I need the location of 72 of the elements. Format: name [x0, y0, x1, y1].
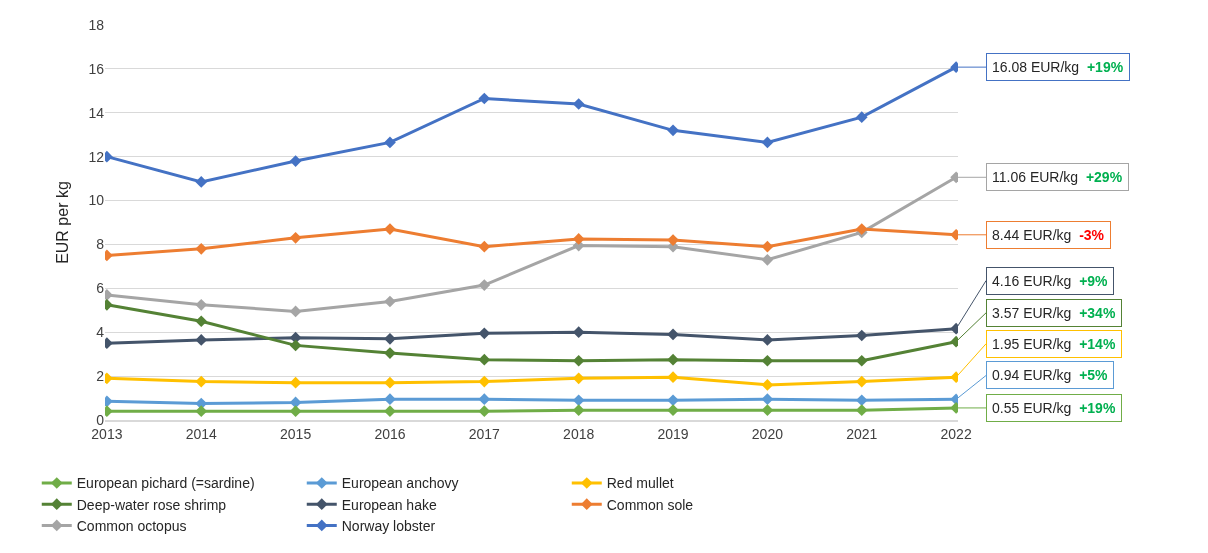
point [478, 92, 491, 105]
point [667, 353, 679, 366]
point [195, 176, 208, 188]
point [761, 253, 774, 266]
point [761, 240, 774, 253]
point [761, 354, 774, 367]
x-tick-label: 2020 [751, 425, 784, 442]
y-tick-label: 18 [88, 16, 105, 33]
point [667, 328, 679, 341]
point [195, 242, 208, 255]
legend-label: Norway lobster [341, 517, 436, 534]
point [289, 376, 302, 389]
point [384, 393, 396, 405]
point [289, 405, 302, 418]
point [478, 240, 491, 253]
point [384, 405, 396, 418]
y-tick-label: 6 [96, 280, 105, 297]
point [478, 353, 491, 366]
legend-label: Red mullet [606, 475, 674, 492]
legend-label: Common sole [606, 496, 694, 513]
legend-label: European pichard (=sardine) [76, 475, 255, 492]
y-tick-label: 0 [96, 411, 105, 428]
point [289, 155, 302, 167]
point [384, 376, 396, 389]
y-tick-label: 12 [88, 148, 105, 165]
y-tick-label: 2 [96, 368, 105, 385]
y-tick-label: 8 [96, 236, 105, 253]
legend-label: Deep-water rose shrimp [76, 496, 227, 513]
point [761, 136, 774, 149]
y-tick-label: 10 [88, 192, 105, 209]
y-tick-label: 4 [96, 324, 105, 341]
point [855, 329, 868, 342]
x-tick-label: 2013 [91, 425, 123, 442]
x-tick-label: 2015 [280, 425, 312, 442]
x-tick-label: 2018 [563, 425, 595, 442]
point [478, 279, 491, 291]
legend-label: European hake [341, 496, 437, 513]
y-axis-title: EUR per kg [54, 181, 72, 264]
point [384, 332, 396, 345]
legend-label: European anchovy [341, 475, 459, 492]
annotation: 0.55 EUR/kg +19% [992, 400, 1116, 416]
x-tick-label: 2017 [468, 425, 501, 442]
annotation: 16.08 EUR/kg +19% [992, 59, 1124, 75]
point [855, 375, 868, 388]
annotation: 4.16 EUR/kg +9% [992, 273, 1109, 289]
annotation: 1.95 EUR/kg +14% [992, 336, 1116, 352]
point [195, 375, 208, 388]
x-tick-label: 2019 [657, 425, 689, 442]
x-tick-label: 2014 [185, 425, 218, 442]
point [289, 339, 302, 352]
legend-label: Common octopus [76, 517, 187, 534]
point [289, 232, 302, 244]
point [667, 124, 679, 137]
x-tick-label: 2022 [940, 425, 972, 442]
point [761, 404, 774, 416]
point [478, 375, 491, 388]
y-tick-label: 16 [88, 60, 105, 77]
point [289, 305, 302, 318]
point [667, 404, 679, 416]
annotation: 11.06 EUR/kg +29% [992, 169, 1123, 185]
annotation: 8.44 EUR/kg -3% [992, 227, 1105, 243]
annotation: 0.94 EUR/kg +5% [992, 367, 1109, 383]
point [855, 223, 868, 235]
x-tick-label: 2016 [374, 425, 406, 442]
point [195, 315, 208, 328]
point [855, 111, 868, 124]
y-tick-label: 14 [88, 104, 105, 121]
point [667, 371, 679, 384]
point [384, 295, 396, 308]
annotation: 3.57 EUR/kg +34% [992, 305, 1116, 321]
point [384, 136, 396, 149]
x-tick-label: 2021 [846, 425, 878, 442]
